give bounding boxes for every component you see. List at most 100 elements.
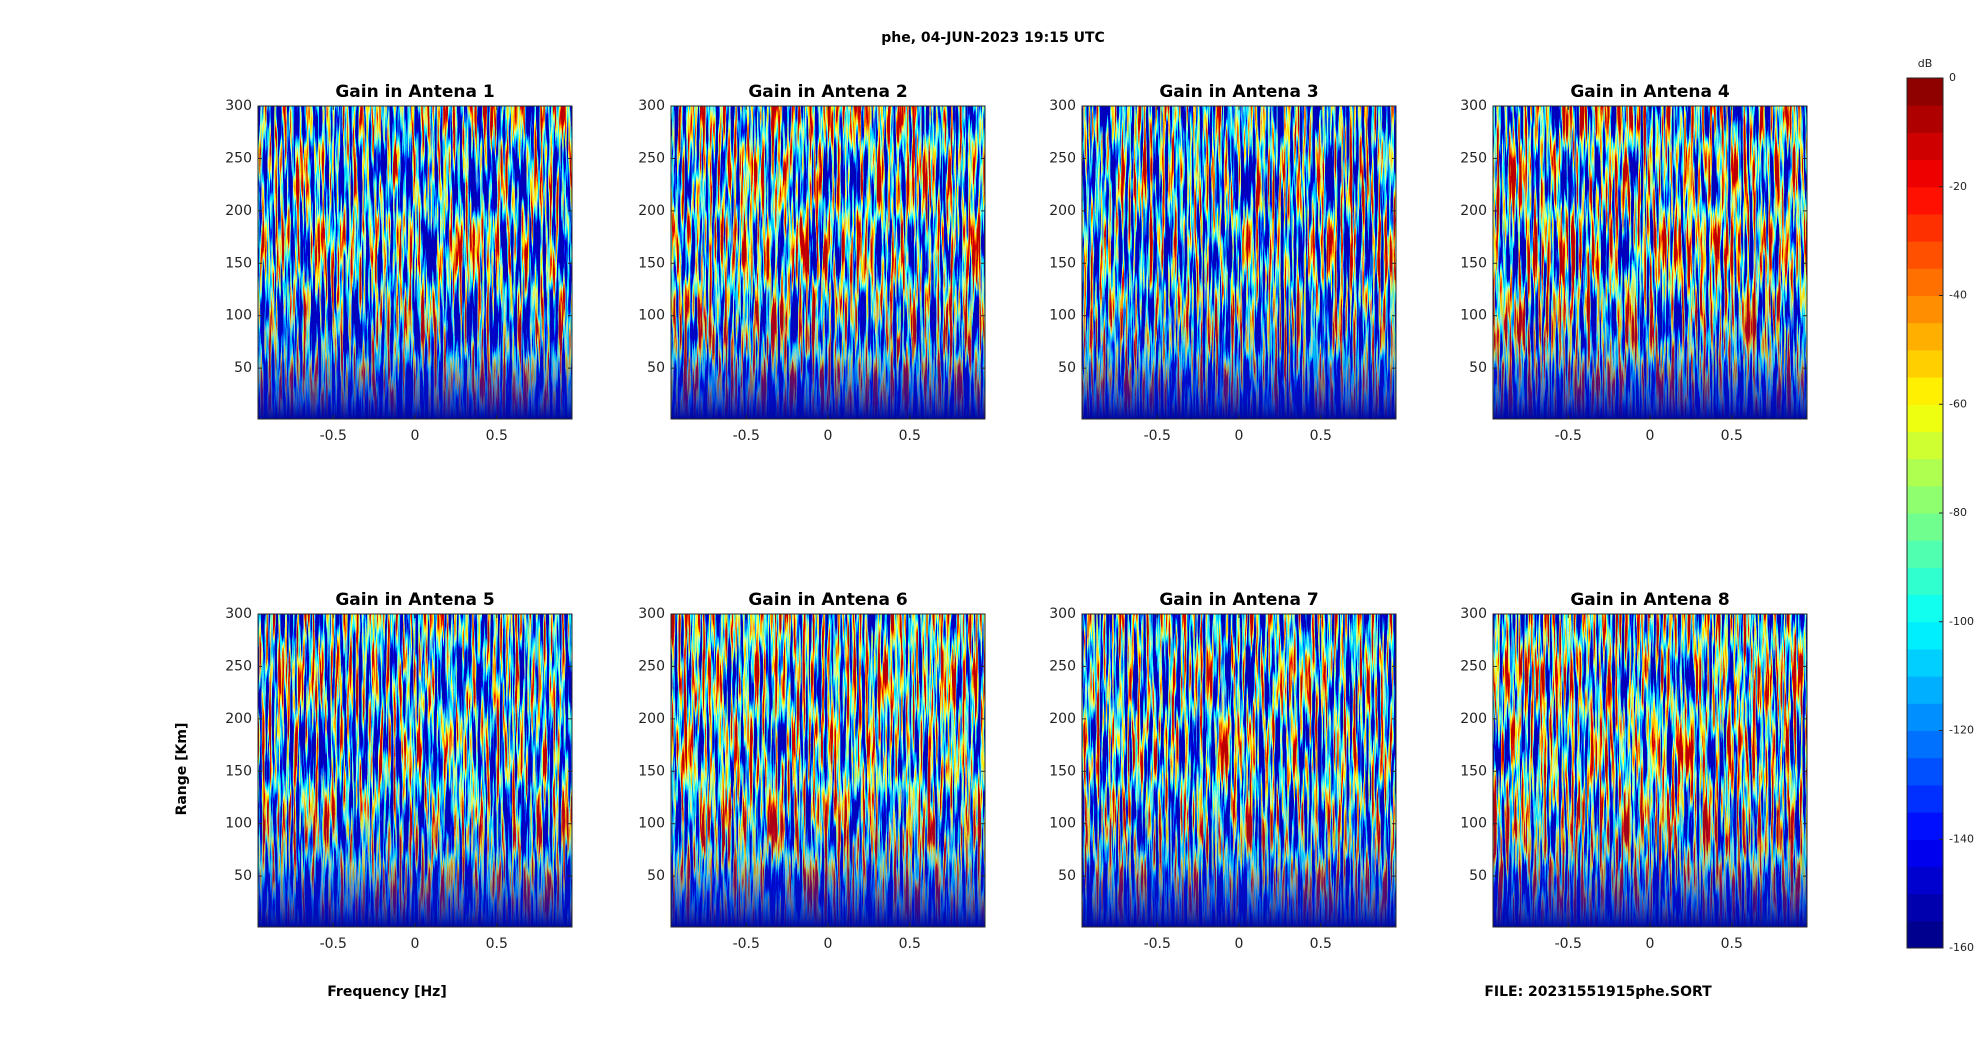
y-tick-label: 150 (1049, 255, 1076, 271)
y-tick-label: 250 (1049, 150, 1076, 166)
panel-title: Gain in Antena 8 (1570, 590, 1729, 610)
colorbar-tick-label: -160 (1949, 941, 1974, 954)
y-tick-label: 100 (225, 816, 252, 832)
y-tick-label: 100 (1460, 816, 1487, 832)
colorbar-label: dB (1918, 57, 1933, 70)
panel-title: Gain in Antena 7 (1159, 590, 1318, 610)
y-tick-label: 100 (1049, 816, 1076, 832)
x-tick-label: 0 (411, 428, 420, 444)
figure-title: phe, 04-JUN-2023 19:15 UTC (881, 30, 1105, 46)
colorbar-tick-label: -140 (1949, 832, 1974, 845)
y-tick-label: 300 (225, 606, 252, 622)
x-tick-label: 0.5 (486, 428, 508, 444)
y-tick-label: 100 (1460, 308, 1487, 324)
y-tick-label: 150 (225, 763, 252, 779)
colorbar-band (1907, 159, 1943, 188)
y-tick-label: 50 (647, 868, 665, 884)
y-tick-label: 300 (638, 606, 665, 622)
colorbar-band (1907, 241, 1943, 269)
colorbar-band (1907, 268, 1943, 296)
y-tick-label: 200 (1460, 203, 1487, 219)
colorbar-tick-label: 0 (1949, 71, 1956, 84)
y-tick-label: 200 (1049, 711, 1076, 727)
y-tick-label: 100 (638, 816, 665, 832)
colorbar-band (1907, 784, 1943, 813)
y-tick-label: 250 (638, 150, 665, 166)
colorbar-tick-label: -40 (1949, 289, 1967, 302)
x-tick-label: 0 (824, 428, 833, 444)
y-tick-label: 200 (225, 203, 252, 219)
y-tick-label: 100 (638, 308, 665, 324)
y-tick-label: 150 (638, 763, 665, 779)
colorbar-band (1907, 295, 1943, 324)
y-tick-label: 250 (1049, 658, 1076, 674)
colorbar-band (1907, 893, 1943, 922)
y-tick-label: 250 (638, 658, 665, 674)
y-tick-label: 50 (1058, 868, 1076, 884)
x-tick-label: 0.5 (1310, 936, 1332, 952)
colorbar-band (1907, 513, 1943, 541)
heatmap-shade (671, 106, 985, 419)
y-tick-label: 200 (638, 711, 665, 727)
colorbar-band (1907, 839, 1943, 867)
y-tick-label: 300 (638, 98, 665, 114)
y-tick-label: 150 (1460, 763, 1487, 779)
colorbar-band (1907, 594, 1943, 623)
x-tick-label: 0 (1646, 936, 1655, 952)
y-tick-label: 200 (225, 711, 252, 727)
y-tick-label: 50 (234, 360, 252, 376)
colorbar-tick-label: -80 (1949, 506, 1967, 519)
y-tick-label: 300 (1049, 98, 1076, 114)
colorbar-band (1907, 703, 1943, 731)
y-axis-label: Range [Km] (174, 723, 190, 816)
colorbar-band (1907, 540, 1943, 568)
colorbar-band (1907, 78, 1943, 106)
y-tick-label: 100 (225, 308, 252, 324)
y-tick-label: 50 (1058, 360, 1076, 376)
x-axis-label: Frequency [Hz] (327, 984, 446, 1000)
colorbar-band (1907, 866, 1943, 895)
y-tick-label: 200 (1049, 203, 1076, 219)
y-tick-label: 300 (1460, 98, 1487, 114)
panel-title: Gain in Antena 1 (335, 82, 494, 102)
colorbar-band (1907, 485, 1943, 514)
heatmap-shade (258, 106, 572, 419)
colorbar-band (1907, 648, 1943, 677)
y-tick-label: 250 (225, 658, 252, 674)
colorbar-band (1907, 757, 1943, 786)
x-tick-label: -0.5 (1555, 936, 1582, 952)
colorbar-tick-label: -60 (1949, 397, 1967, 410)
y-tick-label: 50 (647, 360, 665, 376)
y-tick-label: 250 (225, 150, 252, 166)
x-tick-label: 0.5 (1721, 936, 1743, 952)
colorbar-tick-label: -20 (1949, 180, 1967, 193)
y-tick-label: 50 (234, 868, 252, 884)
x-tick-label: -0.5 (320, 936, 347, 952)
x-tick-label: 0.5 (1310, 428, 1332, 444)
panel-title: Gain in Antena 2 (748, 82, 907, 102)
y-tick-label: 150 (1049, 763, 1076, 779)
x-tick-label: 0.5 (486, 936, 508, 952)
y-tick-label: 150 (638, 255, 665, 271)
heatmap-shade (1493, 614, 1807, 927)
colorbar-band (1907, 322, 1943, 351)
x-tick-label: 0.5 (1721, 428, 1743, 444)
panel-title: Gain in Antena 4 (1570, 82, 1730, 102)
colorbar-band (1907, 676, 1943, 704)
heatmap-shade (1082, 106, 1396, 419)
x-tick-label: -0.5 (733, 428, 760, 444)
x-tick-label: -0.5 (1555, 428, 1582, 444)
y-tick-label: 150 (225, 255, 252, 271)
colorbar-band (1907, 132, 1943, 161)
x-tick-label: 0 (411, 936, 420, 952)
y-tick-label: 50 (1469, 868, 1487, 884)
colorbar-tick-label: -100 (1949, 615, 1974, 628)
y-tick-label: 150 (1460, 255, 1487, 271)
x-tick-label: 0 (1235, 428, 1244, 444)
x-tick-label: 0 (1646, 428, 1655, 444)
y-tick-label: 300 (1460, 606, 1487, 622)
heatmap-shade (258, 614, 572, 927)
y-tick-label: 200 (1460, 711, 1487, 727)
